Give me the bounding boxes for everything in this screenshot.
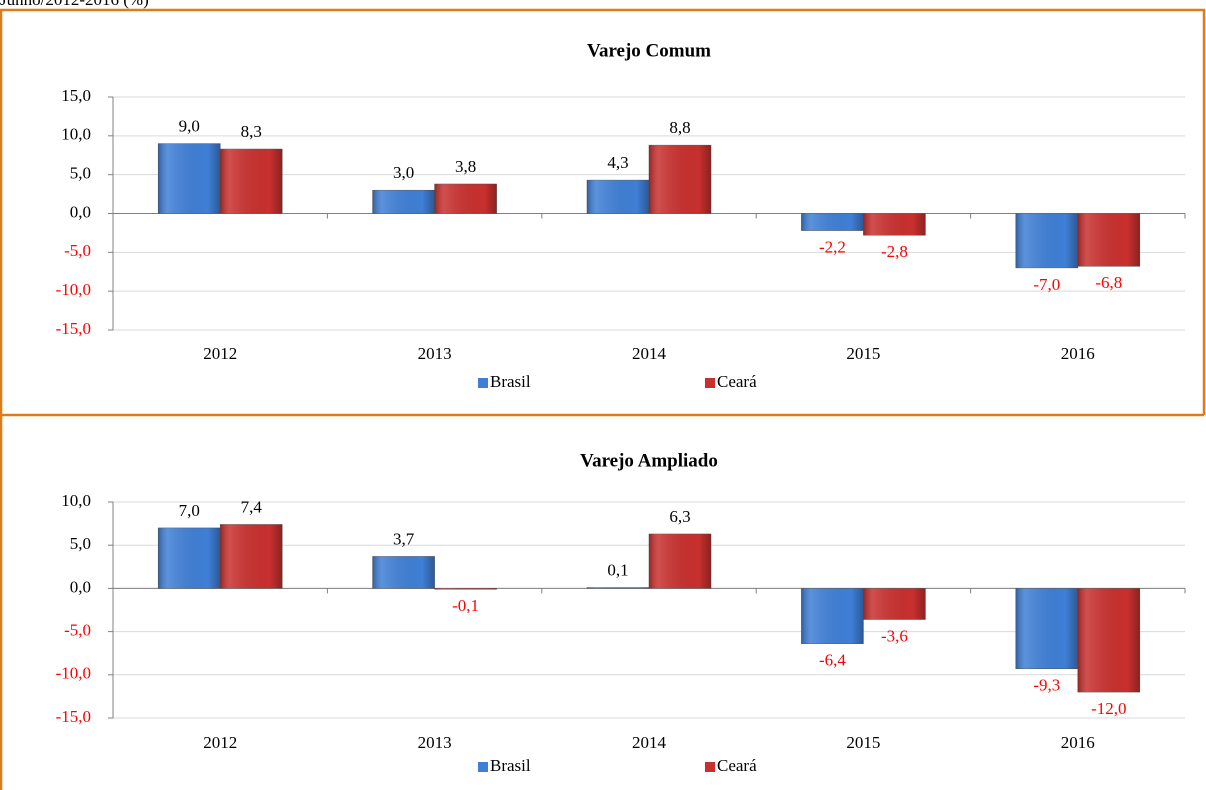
y-tick-label: 10,0 — [61, 491, 91, 510]
x-tick-label: 2016 — [1061, 733, 1095, 752]
y-tick-label: 0,0 — [70, 577, 91, 596]
chart-title: Varejo Comum — [587, 40, 711, 61]
x-tick-label: 2015 — [846, 344, 880, 363]
chart-title: Varejo Ampliado — [580, 450, 718, 471]
x-tick-label: 2015 — [846, 733, 880, 752]
bar-shade — [1077, 213, 1140, 267]
data-label: -12,0 — [1091, 699, 1126, 718]
x-tick-label: 2014 — [632, 733, 667, 752]
y-tick-label: -15,0 — [56, 319, 91, 338]
bar-shade — [1015, 213, 1078, 268]
y-tick-label: -10,0 — [56, 664, 91, 683]
bar-shade — [220, 524, 283, 589]
data-label: 3,8 — [455, 157, 476, 176]
y-tick-label: -15,0 — [56, 707, 91, 726]
legend-swatch — [478, 762, 488, 772]
bar-shade — [158, 527, 221, 589]
x-tick-label: 2012 — [203, 344, 237, 363]
bar-shade — [801, 213, 864, 231]
y-tick-label: -5,0 — [64, 241, 91, 260]
legend-label: Brasil — [490, 756, 531, 775]
bar-shade — [587, 180, 649, 214]
bar-shade — [1077, 588, 1140, 693]
data-label: 8,3 — [241, 122, 262, 141]
legend-swatch — [705, 762, 715, 772]
data-label: 9,0 — [179, 117, 200, 136]
y-tick-label: -5,0 — [64, 621, 91, 640]
y-tick-label: 5,0 — [70, 164, 91, 183]
frame — [0, 8, 1206, 790]
data-label: 7,0 — [179, 501, 200, 520]
x-tick-label: 2014 — [632, 344, 667, 363]
bar-shade — [220, 149, 283, 214]
data-label: -9,3 — [1033, 676, 1060, 695]
bar-shade — [1015, 588, 1078, 669]
bar-shade — [649, 145, 711, 214]
data-label: 0,1 — [607, 560, 628, 579]
bar-shade — [863, 588, 926, 620]
bar-shade — [801, 588, 864, 644]
data-label: -2,2 — [819, 237, 846, 256]
data-label: -3,6 — [881, 626, 908, 645]
x-tick-label: 2013 — [418, 344, 452, 363]
y-tick-label: 15,0 — [61, 86, 91, 105]
data-label: 7,4 — [241, 497, 263, 516]
bar-shade — [649, 533, 711, 589]
bar-shade — [158, 143, 221, 214]
legend-swatch — [478, 378, 488, 388]
bar-shade — [434, 588, 497, 590]
bar-shade — [372, 190, 435, 214]
data-label: -0,1 — [452, 596, 479, 615]
data-label: -2,8 — [881, 242, 908, 261]
y-tick-label: 5,0 — [70, 534, 91, 553]
legend-label: Ceará — [717, 372, 757, 391]
data-label: 3,7 — [393, 529, 415, 548]
data-label: 3,0 — [393, 163, 414, 182]
x-tick-label: 2012 — [203, 733, 237, 752]
x-tick-label: 2013 — [418, 733, 452, 752]
y-tick-label: 10,0 — [61, 125, 91, 144]
caption: Junho/2012-2016 (%) — [0, 0, 149, 9]
legend-swatch — [705, 378, 715, 388]
bar-shade — [372, 556, 435, 589]
data-label: 4,3 — [607, 153, 628, 172]
bar-shade — [434, 183, 497, 214]
data-label: 8,8 — [669, 118, 690, 137]
data-label: -6,4 — [819, 651, 846, 670]
data-label: -7,0 — [1033, 275, 1060, 294]
bar-shade — [587, 587, 649, 589]
y-tick-label: -10,0 — [56, 280, 91, 299]
legend-label: Brasil — [490, 372, 531, 391]
data-label: 6,3 — [669, 507, 690, 526]
data-label: -6,8 — [1095, 273, 1122, 292]
y-tick-label: 0,0 — [70, 202, 91, 221]
x-tick-label: 2016 — [1061, 344, 1095, 363]
bar-shade — [863, 213, 926, 236]
legend-label: Ceará — [717, 756, 757, 775]
